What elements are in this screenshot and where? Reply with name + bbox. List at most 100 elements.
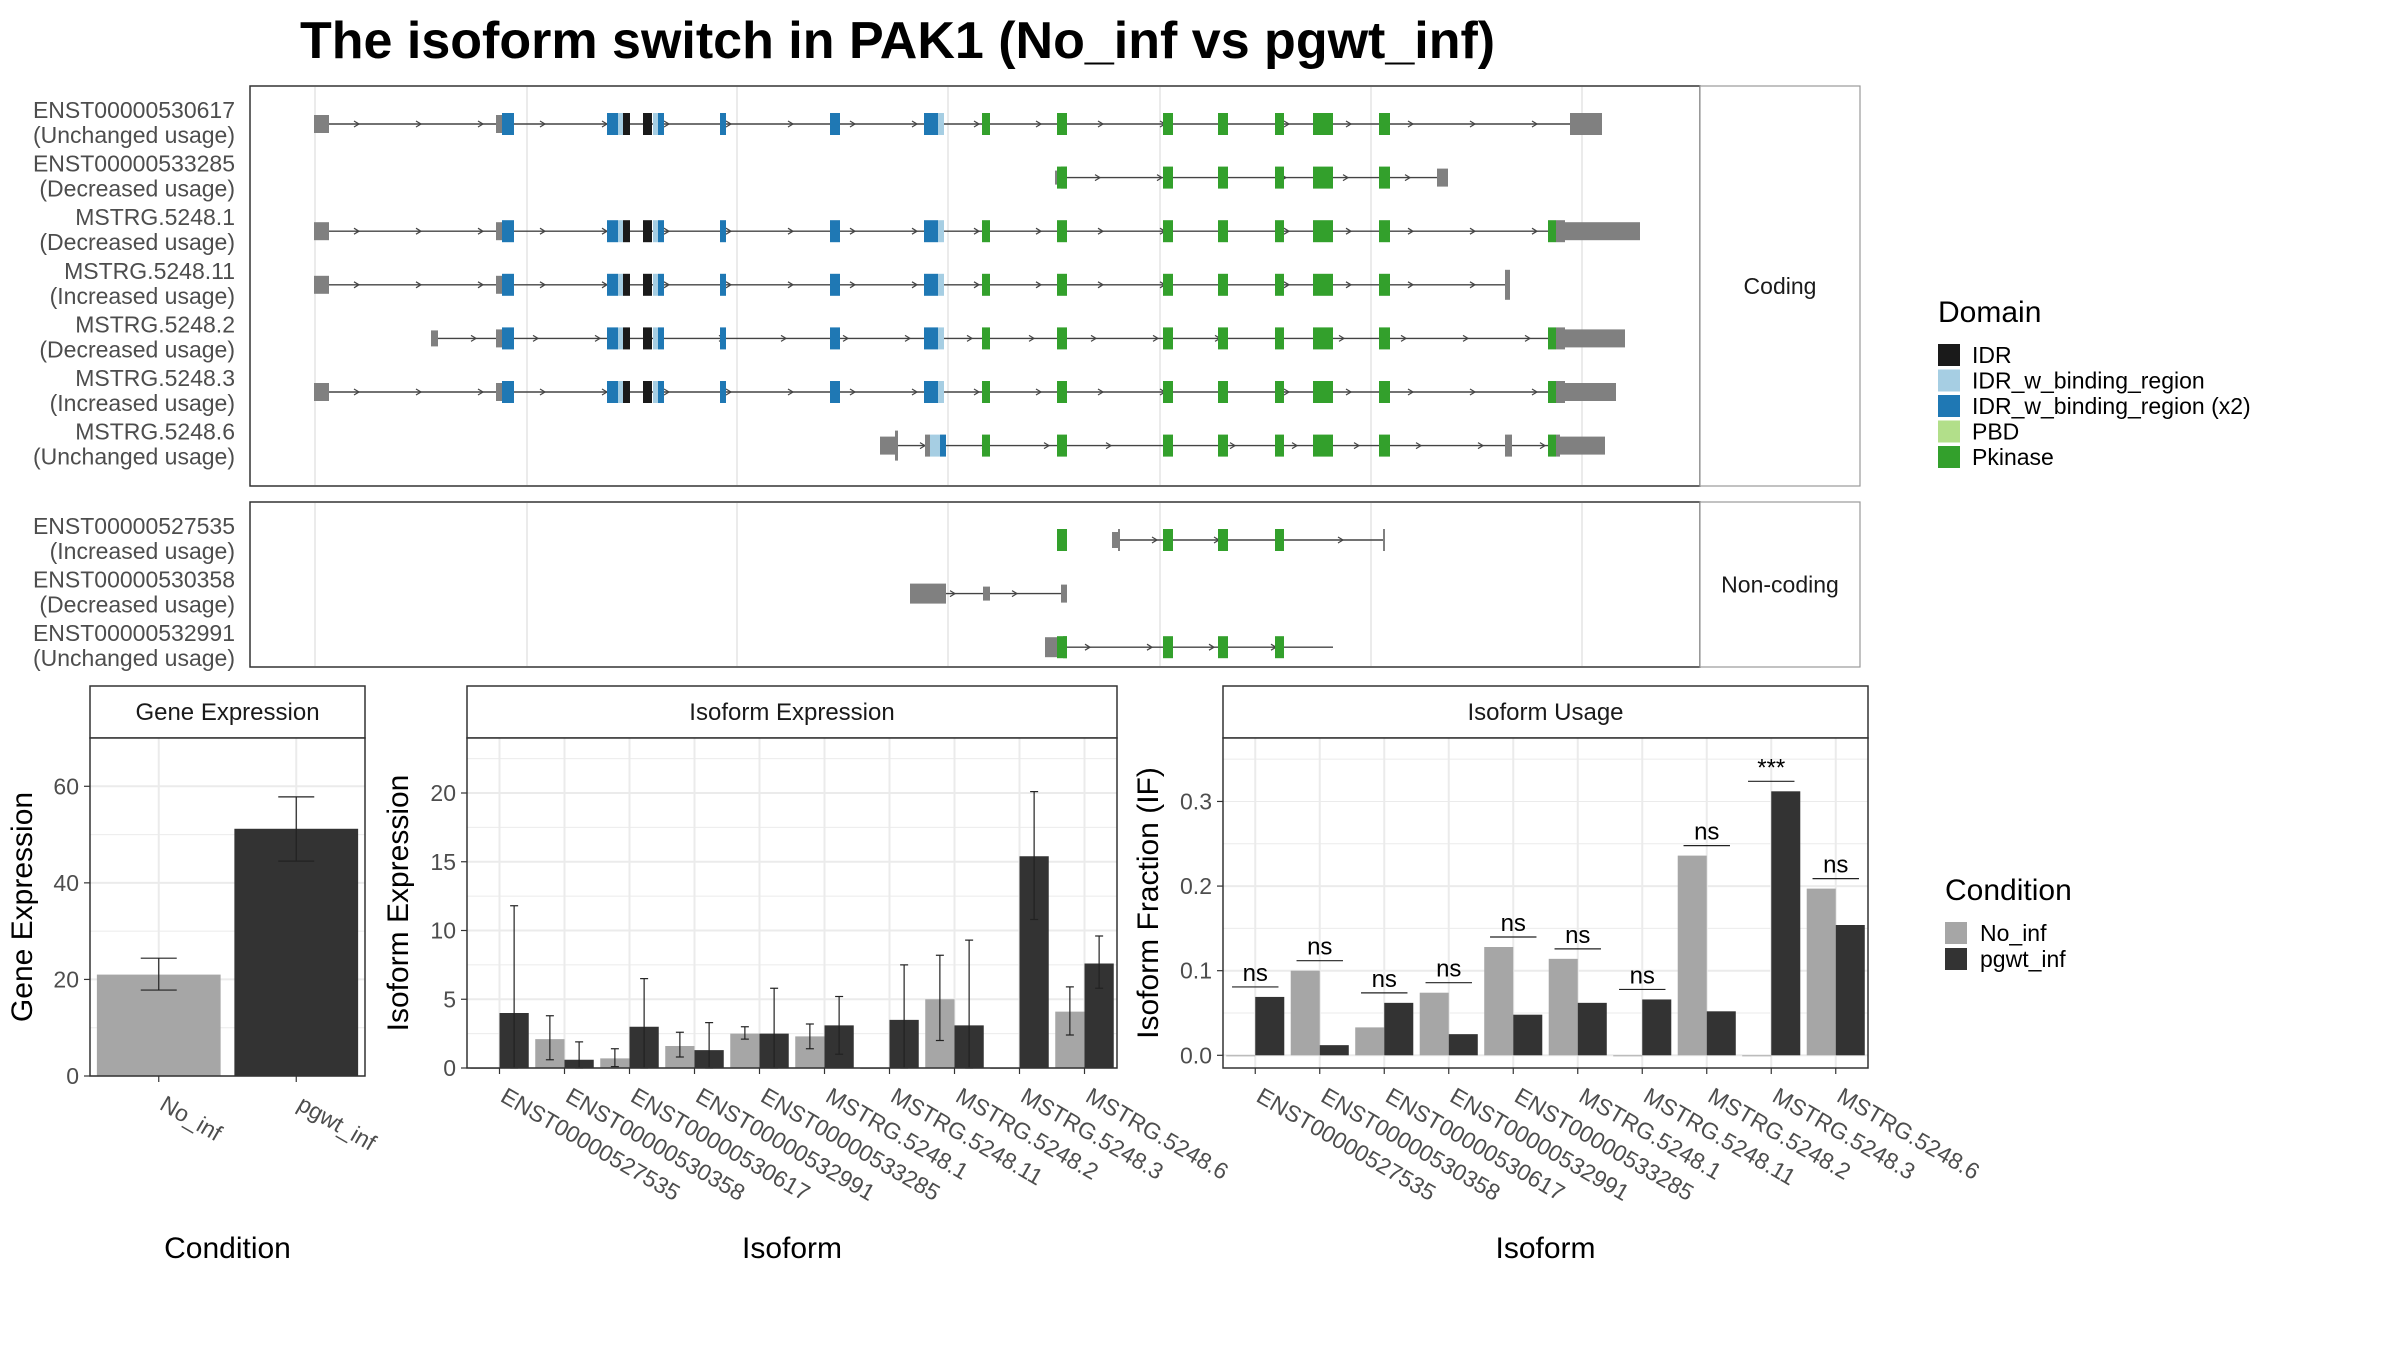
panel-title: Isoform Usage — [1467, 699, 1623, 726]
direction-arrow — [415, 120, 423, 128]
y-tick-label: 0.1 — [1180, 958, 1212, 984]
condition-legend-key — [1945, 948, 1967, 970]
direction-arrow — [1531, 227, 1539, 235]
exon-block — [720, 381, 726, 403]
exon-block — [618, 113, 623, 135]
condition-legend-label: pgwt_inf — [1980, 946, 2066, 972]
direction-arrow — [1539, 442, 1547, 450]
exon-block — [653, 381, 658, 403]
exon-block — [607, 220, 618, 243]
domain-legend-label: IDR_w_binding_region (x2) — [1972, 393, 2251, 419]
direction-arrow — [1462, 334, 1470, 342]
exon-block — [982, 381, 990, 403]
direction-arrow — [415, 281, 423, 289]
direction-arrow — [787, 227, 795, 235]
direction-arrow — [1415, 442, 1423, 450]
direction-arrow — [1283, 281, 1291, 289]
exon-block — [880, 436, 895, 455]
exon-block — [1313, 381, 1333, 403]
transcript-id-label: ENST00000530617 — [33, 97, 235, 123]
exon-block — [314, 275, 329, 294]
direction-arrow — [539, 120, 547, 128]
exon-block — [1556, 434, 1560, 457]
direction-arrow — [911, 281, 919, 289]
significance-label: ns — [1823, 852, 1848, 879]
panel-border — [466, 737, 1118, 1069]
panel-title: Gene Expression — [135, 699, 319, 726]
coding-transcript-row — [880, 430, 1605, 461]
exon-block — [1163, 434, 1173, 457]
exon-block — [1548, 327, 1556, 350]
panel-strip — [89, 685, 366, 739]
direction-arrow — [353, 227, 361, 235]
direction-arrow — [477, 120, 485, 128]
bar — [1419, 992, 1449, 1056]
exon-block — [643, 273, 652, 296]
direction-arrow — [1035, 227, 1043, 235]
direction-arrow — [539, 281, 547, 289]
transcript-usage-label: (Increased usage) — [50, 390, 235, 416]
coding-transcript-row — [314, 381, 1616, 403]
exon-block — [623, 327, 630, 350]
bar — [1513, 1014, 1543, 1056]
exon-block — [1313, 434, 1333, 457]
exon-block — [982, 273, 990, 296]
significance-label: ns — [1372, 966, 1397, 993]
bar — [234, 828, 359, 1076]
direction-arrow — [353, 388, 361, 396]
exon-block — [938, 381, 944, 403]
direction-arrow — [1345, 388, 1353, 396]
domain-legend-key — [1938, 446, 1960, 468]
transcript-usage-label: (Increased usage) — [50, 538, 235, 564]
direction-arrow — [1229, 442, 1237, 450]
transcript-id-label: ENST00000532991 — [33, 620, 235, 646]
exon-block — [1560, 436, 1605, 455]
direction-arrow — [539, 227, 547, 235]
exon-block — [830, 381, 840, 403]
y-axis-title: Gene Expression — [6, 792, 39, 1022]
transcript-usage-label: (Decreased usage) — [39, 176, 235, 202]
exon-block — [502, 273, 514, 296]
direction-arrow — [1469, 227, 1477, 235]
domain-legend-key — [1938, 420, 1960, 443]
exon-block — [607, 113, 618, 135]
bar — [96, 974, 221, 1076]
exon-block — [1118, 529, 1120, 551]
transcript-structure-plot: CodingNon-codingENST00000530617(Unchange… — [33, 85, 1861, 671]
significance-label: ns — [1501, 910, 1526, 937]
direction-arrow — [415, 388, 423, 396]
transcript-usage-label: (Increased usage) — [50, 283, 235, 309]
direction-arrow — [1400, 334, 1408, 342]
bar — [1290, 970, 1320, 1056]
isoform-expression-chart: Isoform ExpressionENST00000527535ENST000… — [382, 685, 1233, 1265]
direction-arrow — [725, 281, 733, 289]
noncoding-panel — [249, 501, 1701, 668]
exon-block — [924, 113, 938, 135]
direction-arrow — [849, 281, 857, 289]
exon-block — [623, 381, 630, 403]
exon-block — [1057, 434, 1067, 457]
exon-block — [1057, 327, 1067, 350]
exon-block — [1218, 166, 1228, 189]
exon-block — [643, 220, 652, 243]
domain-legend-label: Pkinase — [1972, 444, 2054, 470]
bar — [1384, 1002, 1414, 1056]
direction-arrow — [1105, 442, 1113, 450]
noncoding-strip — [1699, 501, 1861, 668]
direction-arrow — [1152, 334, 1160, 342]
direction-arrow — [663, 227, 671, 235]
direction-arrow — [842, 334, 850, 342]
exon-block — [1275, 529, 1284, 551]
exon-block — [1565, 329, 1625, 348]
direction-arrow — [1345, 120, 1353, 128]
direction-arrow — [1469, 388, 1477, 396]
bar — [1355, 1027, 1385, 1056]
exon-block — [607, 327, 618, 350]
exon-block — [830, 113, 840, 135]
exon-block — [1163, 220, 1173, 243]
exon-block — [643, 381, 652, 403]
significance-label: ns — [1694, 819, 1719, 846]
direction-arrow — [1524, 334, 1532, 342]
exon-block — [1275, 381, 1284, 403]
exon-block — [938, 273, 944, 296]
